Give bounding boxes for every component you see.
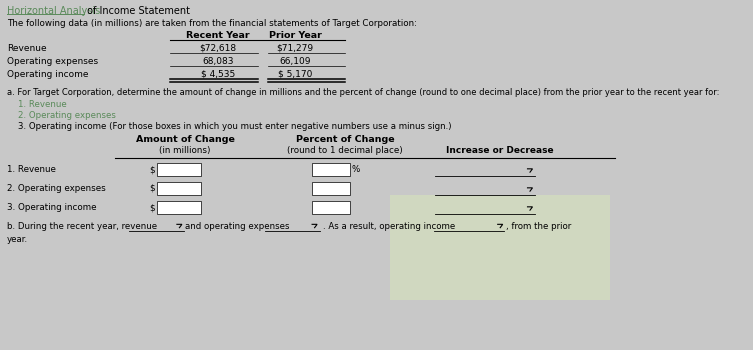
Text: $: $ [149, 184, 154, 193]
Bar [312, 201, 350, 214]
Text: 68,083: 68,083 [203, 57, 233, 66]
Text: Revenue: Revenue [7, 44, 47, 53]
Text: b. During the recent year, revenue: b. During the recent year, revenue [7, 222, 157, 231]
Text: . As a result, operating income: . As a result, operating income [322, 222, 455, 231]
Text: Amount of Change: Amount of Change [136, 135, 234, 144]
Bar [157, 182, 201, 195]
Text: $72,618: $72,618 [200, 44, 236, 53]
Text: 2. Operating expenses: 2. Operating expenses [7, 184, 105, 193]
Text: and operating expenses: and operating expenses [185, 222, 290, 231]
Text: Operating income: Operating income [7, 70, 89, 79]
Text: The following data (in millions) are taken from the financial statements of Targ: The following data (in millions) are tak… [7, 19, 417, 28]
Text: Increase or Decrease: Increase or Decrease [447, 146, 553, 155]
Text: $: $ [149, 203, 154, 212]
Text: Recent Year: Recent Year [186, 31, 250, 40]
Text: a. For Target Corporation, determine the amount of change in millions and the pe: a. For Target Corporation, determine the… [7, 88, 719, 97]
Bar [312, 182, 350, 195]
Text: , from the prior: , from the prior [506, 222, 572, 231]
Text: $ 4,535: $ 4,535 [201, 70, 235, 79]
Text: $: $ [149, 165, 154, 174]
Text: (round to 1 decimal place): (round to 1 decimal place) [287, 146, 403, 155]
Text: Horizontal Analysis: Horizontal Analysis [7, 6, 100, 16]
Text: $71,279: $71,279 [276, 44, 313, 53]
Text: (in millions): (in millions) [159, 146, 211, 155]
Text: 3. Operating income: 3. Operating income [7, 203, 96, 212]
Text: Prior Year: Prior Year [269, 31, 322, 40]
Text: $ 5,170: $ 5,170 [278, 70, 312, 79]
Text: year.: year. [7, 235, 28, 244]
Bar [157, 163, 201, 176]
Text: of Income Statement: of Income Statement [84, 6, 190, 16]
Text: Percent of Change: Percent of Change [296, 135, 395, 144]
Text: 3. Operating income (For those boxes in which you must enter negative numbers us: 3. Operating income (For those boxes in … [18, 122, 452, 131]
Bar [312, 163, 350, 176]
Text: 1. Revenue: 1. Revenue [18, 100, 67, 109]
Text: 1. Revenue: 1. Revenue [7, 165, 56, 174]
Text: %: % [352, 165, 361, 174]
Bar [157, 201, 201, 214]
Text: 66,109: 66,109 [279, 57, 311, 66]
Bar [390, 195, 610, 300]
Text: 2. Operating expenses: 2. Operating expenses [18, 111, 116, 120]
Text: Operating expenses: Operating expenses [7, 57, 98, 66]
